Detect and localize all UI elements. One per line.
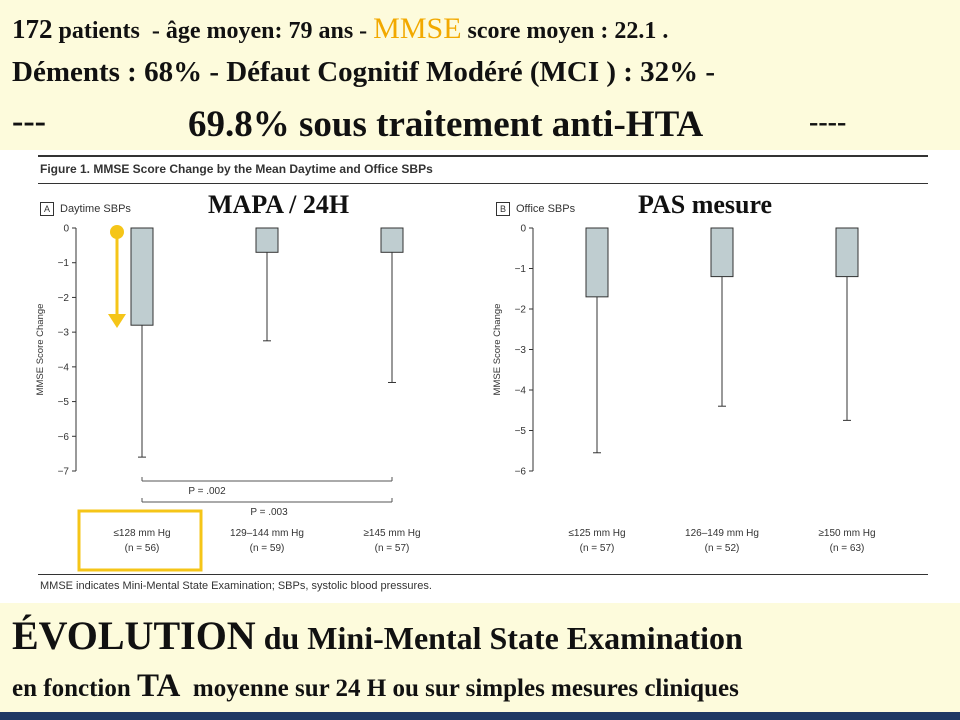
- panel-a-n-label: (n = 59): [250, 543, 285, 554]
- panel-a-pvalue-label: P = .003: [250, 507, 288, 518]
- figure-area: [0, 150, 960, 602]
- panel-a-y-axis-label: MMSE Score Change: [35, 304, 46, 396]
- panel-b-y-tick-label: 0: [520, 224, 526, 235]
- footer-line-1-rest: du Mini-Mental State Examination: [263, 620, 743, 656]
- panel-a-title: Daytime SBPs: [60, 202, 131, 215]
- dashes-left: ---: [12, 103, 46, 140]
- panel-b-letter: B: [496, 202, 510, 216]
- panel-a-n-label: (n = 57): [375, 543, 410, 554]
- patient-count: 172: [12, 14, 53, 44]
- figure-title-rule: [38, 183, 928, 184]
- panel-a-n-label: (n = 56): [125, 543, 160, 554]
- patients-label: patients: [58, 18, 140, 44]
- panel-a-bar: [130, 227, 154, 326]
- header-line-2: Déments : 68% - Défaut Cognitif Modéré (…: [12, 56, 716, 88]
- panel-a-bar: [255, 227, 279, 253]
- panel-b-label: B Office SBPs: [496, 202, 575, 216]
- panel-b-n-label: (n = 52): [705, 543, 740, 554]
- panel-b-y-tick-label: −3: [515, 345, 527, 356]
- panel-b-n-label: (n = 57): [580, 543, 615, 554]
- highlight-box: [77, 509, 203, 572]
- footer-banner: [0, 603, 960, 720]
- pas-mesure-label: PAS mesure: [632, 185, 832, 225]
- panel-b-bar: [835, 227, 859, 278]
- panel-b-n-label: (n = 63): [830, 543, 865, 554]
- panel-a-pvalue-label: P = .002: [188, 486, 226, 497]
- figure-top-rule: [38, 155, 928, 157]
- figure-footnote: MMSE indicates Mini-Mental State Examina…: [40, 580, 432, 592]
- panel-a-y-tick-label: −1: [58, 258, 70, 269]
- dashes-right: ----: [809, 107, 847, 138]
- panel-b-y-axis-label: MMSE Score Change: [492, 304, 503, 396]
- panel-a-y-tick-label: −4: [58, 362, 70, 373]
- footer-line-1: ÉVOLUTION du Mini-Mental State Examinati…: [12, 612, 743, 659]
- score-text: score moyen : 22.1 .: [467, 18, 669, 44]
- panel-a-y-tick-label: −2: [58, 293, 70, 304]
- panel-b-y-tick-label: −6: [515, 467, 527, 478]
- panel-a-y-tick-label: −5: [58, 397, 70, 408]
- header-banner: [0, 0, 960, 150]
- figure-title: Figure 1. MMSE Score Change by the Mean …: [40, 162, 433, 176]
- panel-b-category-label: ≥150 mm Hg: [818, 528, 875, 539]
- panel-b-category-label: ≤125 mm Hg: [568, 528, 625, 539]
- panel-a-y-tick-label: −3: [58, 328, 70, 339]
- panel-a-category-label: 129–144 mm Hg: [230, 528, 304, 539]
- mmse-highlight: MMSE: [373, 12, 462, 45]
- ta-word: TA: [137, 668, 181, 704]
- age-text: - âge moyen: 79 ans -: [151, 18, 368, 44]
- header-line-1: 172 patients - âge moyen: 79 ans - MMSE …: [12, 12, 668, 46]
- footer-edge: [0, 712, 960, 720]
- panel-b-bar: [585, 227, 609, 298]
- panel-a-category-label: ≤128 mm Hg: [113, 528, 170, 539]
- evolution-word: ÉVOLUTION: [12, 613, 256, 658]
- panel-a-label: A Daytime SBPs: [40, 202, 131, 216]
- panel-b-y-tick-label: −5: [515, 426, 527, 437]
- footer-line-2: en fonction TA moyenne sur 24 H ou sur s…: [12, 668, 739, 705]
- panel-a-letter: A: [40, 202, 54, 216]
- panel-b-y-tick-label: −4: [515, 386, 527, 397]
- panel-b-bar: [710, 227, 734, 278]
- treatment-text: 69.8% sous traitement anti-HTA: [188, 104, 704, 145]
- panel-a-y-tick-label: −6: [58, 432, 70, 443]
- panel-b-category-label: 126–149 mm Hg: [685, 528, 759, 539]
- panel-b-y-tick-label: −2: [515, 305, 527, 316]
- mapa-24h-label: MAPA / 24H: [202, 185, 404, 225]
- panel-a-bar: [380, 227, 404, 253]
- footer-line-2-pre: en fonction: [12, 675, 131, 702]
- panel-a-y-tick-label: −7: [58, 467, 70, 478]
- panel-b-title: Office SBPs: [516, 202, 576, 215]
- footer-line-2-rest: moyenne sur 24 H ou sur simples mesures …: [192, 675, 739, 702]
- annotation-arrow-head: [108, 314, 126, 328]
- panel-a-y-tick-label: 0: [63, 224, 69, 235]
- figure-bottom-rule: [38, 574, 928, 575]
- panel-a-category-label: ≥145 mm Hg: [363, 528, 420, 539]
- panel-b-y-tick-label: −1: [515, 264, 527, 275]
